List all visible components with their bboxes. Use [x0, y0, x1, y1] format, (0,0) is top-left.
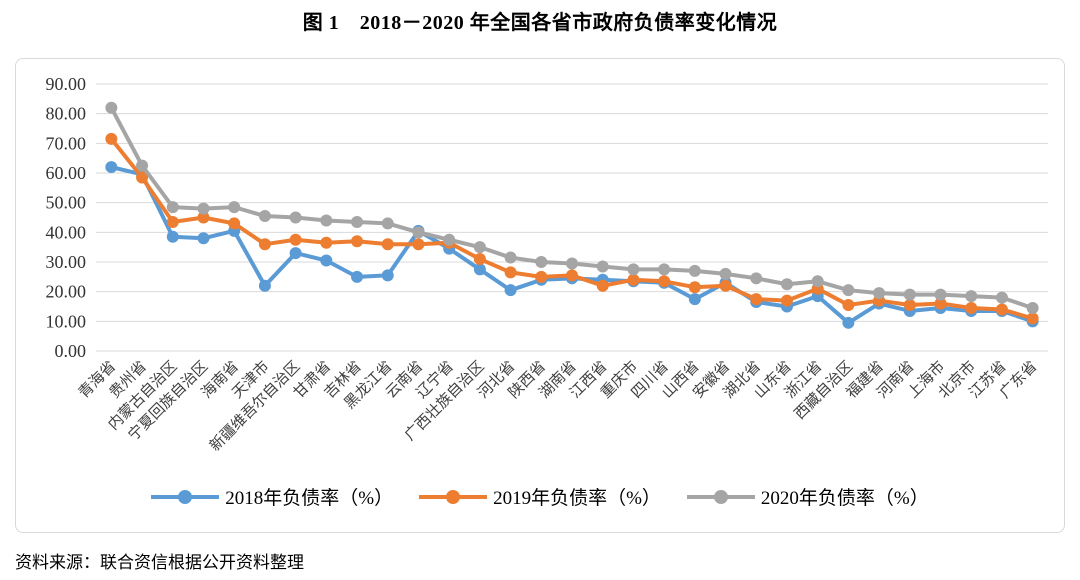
- series-2020-marker: [903, 288, 916, 301]
- series-2020-marker: [412, 226, 425, 239]
- series-2019-marker: [627, 273, 640, 286]
- series-2019-marker: [903, 299, 916, 312]
- debt-ratio-line-chart: 0.00 10.00 20.00 30.00 40.00 50.00 60.00 70.00 8…: [46, 74, 1048, 455]
- series-2018-line: [110, 165, 1034, 325]
- legend-label-2019: 2019年负债率（%）: [493, 488, 661, 509]
- legend-label-2018: 2018年负债率（%）: [225, 488, 394, 509]
- series-2018-marker: [289, 247, 302, 260]
- series-2019-marker: [995, 303, 1008, 316]
- series-2019-marker: [780, 294, 793, 307]
- series-2020-marker: [658, 263, 671, 276]
- y-tick-label: 70.00: [46, 133, 87, 153]
- series-2020-marker: [289, 211, 302, 224]
- legend-line-marker-icon: [686, 489, 755, 504]
- series-2019-marker: [351, 235, 364, 248]
- series-2018-marker: [473, 263, 486, 276]
- series-2018-marker: [504, 284, 517, 297]
- legend-line-marker-icon: [151, 489, 220, 504]
- source-note: 资料来源：联合资信根据公开资料整理: [15, 553, 304, 572]
- series-2020-marker: [1026, 301, 1039, 314]
- series-2019-marker: [136, 171, 149, 184]
- series-2019-marker: [566, 269, 578, 282]
- series-2018-marker: [688, 293, 701, 306]
- legend-line-marker-icon: [419, 489, 488, 504]
- figure-title: 图 1 2018－2020 年全国各省市政府负债率变化情况: [302, 12, 778, 34]
- series-2020-marker: [934, 288, 947, 301]
- series-2019-marker: [535, 270, 548, 283]
- series-2019-marker: [750, 293, 763, 306]
- series-2020-marker: [381, 217, 394, 230]
- y-tick-label: 30.00: [46, 252, 87, 272]
- y-tick-label: 80.00: [46, 104, 87, 124]
- series-2019-marker: [934, 297, 947, 310]
- series-2018-marker: [105, 161, 118, 174]
- series-2020-marker: [136, 159, 149, 172]
- series-2019-marker: [412, 238, 425, 251]
- series-2019-marker: [197, 211, 210, 224]
- y-tick-label: 90.00: [46, 74, 87, 94]
- y-tick-label: 0.00: [55, 341, 87, 361]
- series-2019-marker: [166, 215, 179, 228]
- series-2019-marker: [688, 281, 701, 294]
- series-2019-marker: [381, 238, 394, 251]
- series-2020-marker: [780, 278, 793, 291]
- series-2020-marker: [842, 284, 855, 297]
- series-2019-marker: [596, 279, 609, 292]
- y-tick-label: 40.00: [46, 222, 87, 242]
- series-2019-marker: [719, 279, 732, 292]
- series-2020-marker: [166, 201, 179, 214]
- y-tick-label: 10.00: [46, 311, 87, 331]
- series-2018-marker: [351, 270, 364, 283]
- legend-item-2019: 2019年负债率（%）: [419, 483, 661, 510]
- series-2018-marker: [320, 254, 333, 267]
- series-2019-marker: [842, 299, 855, 312]
- series-2018-marker: [197, 232, 210, 245]
- chart-legend: 2018年负债率（%） 2019年负债率（%） 2020年负债率（%）: [16, 483, 1064, 510]
- series-2020-marker: [535, 256, 548, 268]
- chart-area: 0.00 10.00 20.00 30.00 40.00 50.00 60.00 70.00 8…: [15, 58, 1065, 533]
- series-2019-marker: [658, 275, 671, 288]
- series-2020-marker: [197, 202, 210, 215]
- series-2020-marker: [351, 215, 364, 228]
- series-2020-marker: [258, 210, 271, 223]
- series-2019-marker: [1026, 312, 1039, 325]
- y-tick-label: 50.00: [46, 193, 87, 213]
- series-2020-marker: [320, 214, 333, 227]
- series-2018-marker: [381, 269, 394, 282]
- series-2019-marker: [289, 233, 302, 246]
- series-2020-marker: [995, 291, 1008, 304]
- y-tick-label: 20.00: [46, 282, 87, 302]
- series-2018-marker: [842, 316, 855, 329]
- series-2020-marker: [105, 101, 118, 114]
- series-2020-marker: [719, 267, 732, 280]
- legend-item-2018: 2018年负债率（%）: [151, 483, 393, 510]
- series-2019-marker: [965, 301, 978, 314]
- series-2020-marker: [811, 275, 824, 288]
- series-2018-marker: [166, 230, 179, 243]
- legend-label-2020: 2020年负债率（%）: [760, 488, 929, 509]
- legend-item-2020: 2020年负债率（%）: [686, 483, 929, 510]
- series-2020-marker: [504, 251, 517, 264]
- y-tick-label: 60.00: [46, 163, 87, 183]
- series-2020-marker: [750, 272, 763, 285]
- series-2020-marker: [596, 260, 609, 273]
- series-2019-marker: [320, 236, 333, 249]
- series-2019-marker: [228, 217, 241, 230]
- series-2019-marker: [504, 266, 517, 279]
- series-2020-marker: [965, 290, 978, 303]
- series-2020-marker: [473, 241, 486, 254]
- series-2018-marker: [258, 279, 271, 292]
- series-2020-marker: [228, 201, 241, 214]
- series-2020-marker: [566, 257, 578, 270]
- series-2020-marker: [873, 287, 886, 300]
- series-2020-marker: [443, 233, 456, 246]
- series-2019-marker: [258, 238, 271, 251]
- series-2020-marker: [688, 264, 701, 277]
- series-2019-marker: [105, 132, 118, 145]
- series-2020-marker: [627, 263, 640, 276]
- series-2019-marker: [473, 253, 486, 266]
